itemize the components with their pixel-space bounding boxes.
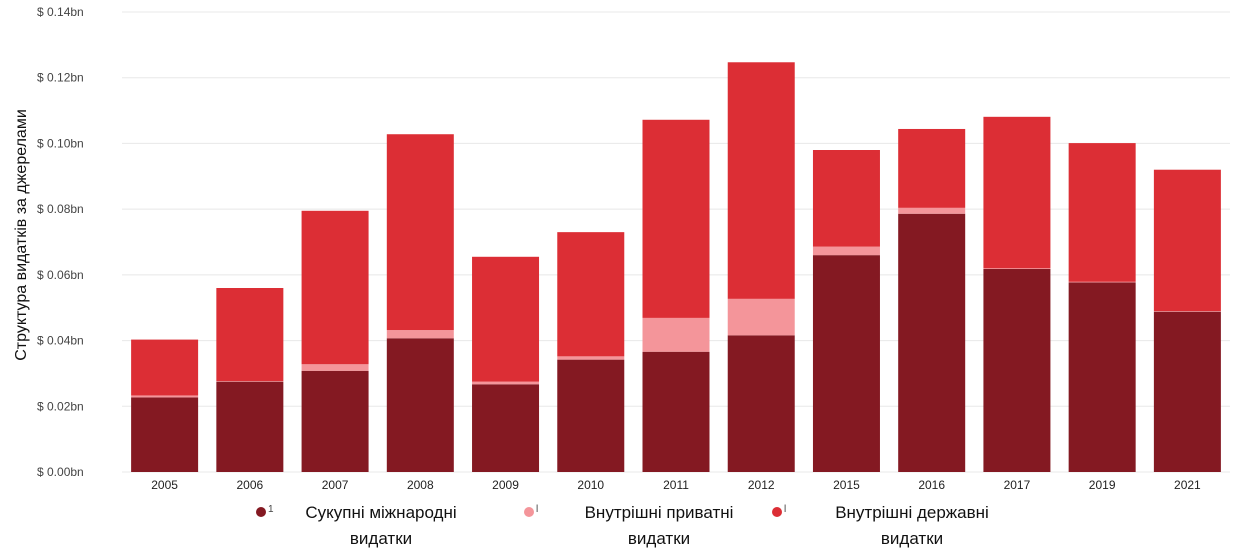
legend-mark: 1 — [268, 504, 274, 515]
bar-segment-2009-s2 — [472, 256, 540, 382]
bar-segment-2011-s1 — [642, 317, 710, 352]
bar-segment-2005-s2 — [131, 339, 199, 396]
bar-segment-2007-s0 — [301, 370, 369, 472]
bar-segment-2012-s2 — [727, 62, 795, 299]
y-tick-label: $ 0.14bn — [37, 5, 84, 19]
y-tick-label: $ 0.12bn — [37, 71, 84, 85]
x-tick-label: 2021 — [1174, 478, 1201, 492]
legend-item-public[interactable]: l Внутрішні державні видатки — [772, 500, 1012, 552]
legend-item-private[interactable]: l Внутрішні приватні видатки — [524, 500, 754, 552]
bar-segment-2016-s0 — [898, 213, 966, 472]
bar-segment-2019-s0 — [1068, 282, 1136, 472]
bar-segment-2006-s0 — [216, 381, 284, 472]
y-tick-label: $ 0.00bn — [37, 465, 84, 479]
legend-mark: l — [536, 504, 539, 515]
bar-segment-2006-s2 — [216, 288, 284, 381]
x-tick-label: 2005 — [151, 478, 178, 492]
y-tick-label: $ 0.06bn — [37, 268, 84, 282]
y-tick-label: $ 0.10bn — [37, 136, 84, 150]
bar-segment-2021-s1 — [1153, 311, 1221, 312]
x-tick-label: 2006 — [236, 478, 263, 492]
x-tick-label: 2016 — [918, 478, 945, 492]
legend: 1 Сукупні міжнародні видатки l Внутрішні… — [0, 500, 1245, 552]
bar-segment-2009-s0 — [472, 384, 540, 472]
bar-segment-2005-s1 — [131, 395, 199, 398]
x-tick-label: 2011 — [663, 478, 689, 492]
bar-segment-2016-s2 — [898, 128, 966, 208]
bar-segment-2017-s0 — [983, 268, 1051, 472]
bar-segment-2011-s2 — [642, 119, 710, 318]
bar-segment-2008-s1 — [386, 330, 454, 339]
bar-segment-2012-s1 — [727, 298, 795, 336]
bar-segment-2006-s1 — [216, 380, 284, 382]
bar-segment-2007-s1 — [301, 364, 369, 371]
y-axis-title: Структура видатків за джерелами — [13, 109, 30, 361]
x-tick-label: 2007 — [322, 478, 349, 492]
stacked-bar-chart: $ 0.00bn $ 0.02bn $ 0.04bn $ 0.06bn $ 0.08bn… — [37, 5, 1230, 492]
bar-segment-2008-s0 — [386, 338, 454, 472]
bar-segment-2005-s0 — [131, 397, 199, 472]
legend-dot-icon — [256, 507, 266, 517]
x-tick-label: 2010 — [577, 478, 604, 492]
bar-segment-2019-s1 — [1068, 281, 1136, 283]
y-tick-label: $ 0.02bn — [37, 399, 84, 413]
legend-mark: l — [784, 504, 787, 515]
x-tick-label: 2009 — [492, 478, 519, 492]
bar-segment-2015-s1 — [812, 246, 880, 256]
legend-dot-icon — [524, 507, 534, 517]
legend-label-private: Внутрішні приватні видатки — [584, 503, 734, 548]
bar-segment-2017-s1 — [983, 268, 1051, 269]
bar-segment-2015-s2 — [812, 150, 880, 247]
bar-segment-2007-s2 — [301, 210, 369, 365]
bar-segment-2010-s2 — [557, 232, 625, 357]
bar-segment-2011-s0 — [642, 351, 710, 472]
bar-segment-2016-s1 — [898, 207, 966, 214]
y-tick-label: $ 0.08bn — [37, 202, 84, 216]
legend-item-international[interactable]: 1 Сукупні міжнародні видатки — [256, 500, 466, 552]
bar-segment-2021-s2 — [1153, 169, 1221, 311]
bar-segment-2008-s2 — [386, 134, 454, 331]
x-tick-label: 2008 — [407, 478, 434, 492]
y-tick-label: $ 0.04bn — [37, 334, 84, 348]
x-tick-label: 2019 — [1089, 478, 1116, 492]
bar-segment-2009-s1 — [472, 381, 540, 385]
legend-label-international: Сукупні міжнародні видатки — [305, 503, 457, 548]
bar-segment-2019-s2 — [1068, 143, 1136, 282]
bar-segment-2021-s0 — [1153, 311, 1221, 472]
bar-segment-2010-s0 — [557, 359, 625, 472]
x-tick-label: 2017 — [1004, 478, 1031, 492]
bar-segment-2017-s2 — [983, 116, 1051, 269]
bar-segment-2010-s1 — [557, 356, 625, 360]
x-tick-label: 2012 — [748, 478, 775, 492]
x-tick-label: 2015 — [833, 478, 860, 492]
bar-segment-2012-s0 — [727, 335, 795, 472]
bar-segment-2015-s0 — [812, 255, 880, 472]
legend-dot-icon — [772, 507, 782, 517]
legend-label-public: Внутрішні державні видатки — [835, 503, 989, 548]
